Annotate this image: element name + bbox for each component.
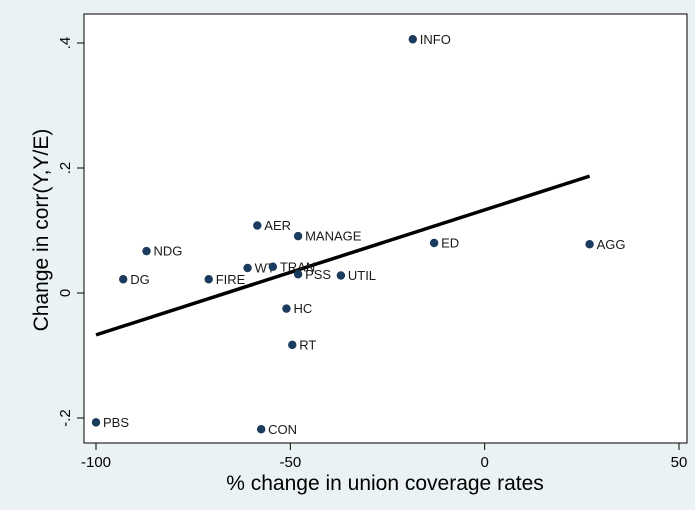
fit-line-layer [95,174,591,337]
data-point-hc [282,304,291,313]
data-point-rt [288,340,297,350]
data-point-label-util: UTIL [348,268,376,283]
data-point-label-dg: DG [130,272,150,287]
data-point-con [256,425,266,434]
data-point-label-agg: AGG [597,237,626,252]
data-point-label-pss: PSS [305,267,331,282]
x-tick-label: 0 [480,454,488,471]
data-point-ed [429,238,439,248]
data-point-label-hc: HC [293,301,312,316]
data-point-label-aer: AER [264,218,291,233]
data-point-label-fire: FIRE [216,272,246,287]
data-point-ndg [142,246,151,256]
data-point-dg [119,275,128,284]
data-point-info [408,35,417,44]
y-tick-label: 0 [57,289,74,297]
y-axis: -.2 0 .2 .4 [57,37,84,427]
y-tick-label: -.2 [57,409,74,427]
x-axis-title: % change in union coverage rates [226,472,544,495]
fit-line [95,174,591,337]
y-axis-title: Change in corr(Y,Y/E) [30,129,53,332]
data-point-aer [253,221,262,230]
data-point-label-info: INFO [420,32,451,47]
data-point-label-ndg: NDG [154,244,183,259]
data-point-fire [204,275,213,284]
data-point-label-tran: TRAN [280,259,315,274]
x-axis: -100 -50 0 50 [81,443,687,471]
data-point-pbs [91,418,101,427]
data-point-label-ed: ED [441,236,459,251]
x-tick-label: -100 [81,454,111,471]
plot-area [83,13,688,444]
data-point-agg [585,240,594,249]
data-point-label-rt: RT [299,337,316,352]
x-tick-label: -50 [279,454,301,471]
data-point-wt [243,263,252,273]
y-tick-label: .4 [57,37,74,50]
data-point-label-pbs: PBS [103,415,129,430]
data-point-label-manage: MANAGE [305,229,362,244]
data-point-label-con: CON [268,422,297,437]
data-point-tran [268,262,278,271]
y-tick-label: .2 [57,162,74,175]
data-point-util [336,271,346,280]
data-point-manage [293,231,303,241]
x-tick-label: 50 [671,454,688,471]
data-point-pss [293,270,303,279]
